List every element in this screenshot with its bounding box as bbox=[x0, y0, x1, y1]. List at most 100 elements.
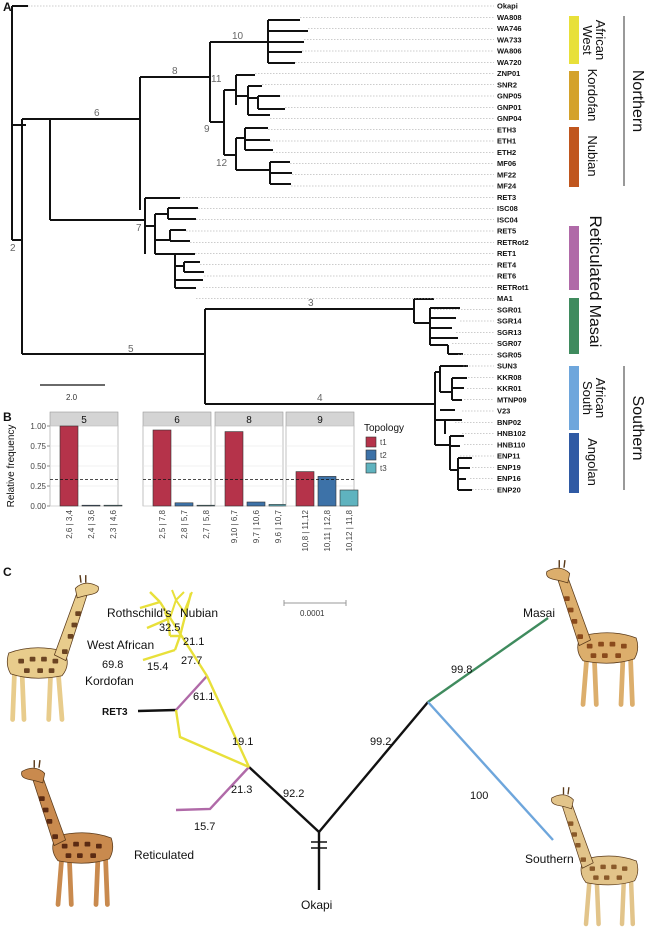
clade-kordofan-label: Kordofan bbox=[585, 69, 600, 122]
facet-6: 6 2,5 | 7,8 2,8 | 5,7 2,7 | 5,8 bbox=[142, 411, 216, 539]
reticulated-edge-lower bbox=[175, 766, 250, 812]
bar-t2 bbox=[174, 502, 194, 507]
label-ret3: RET3 bbox=[102, 707, 128, 718]
facet-strip-label: 6 bbox=[174, 415, 180, 426]
legend-title: Topology bbox=[364, 423, 404, 434]
phylogenetic-network bbox=[137, 589, 554, 890]
support-15-7: 15.7 bbox=[194, 821, 215, 833]
leaf-label: SGR01 bbox=[497, 305, 522, 314]
leaf-label: WA808 bbox=[497, 13, 522, 22]
reticulated-leaves bbox=[145, 207, 204, 289]
leaf-label: HNB102 bbox=[497, 429, 526, 438]
label-masai: Masai bbox=[523, 606, 555, 620]
wa-leaves bbox=[268, 19, 308, 64]
x-tick-label: 2,3 | 4,6 bbox=[109, 509, 118, 538]
leaf-label: ENP16 bbox=[497, 474, 521, 483]
bar-t1 bbox=[295, 471, 315, 507]
kordofan-bar bbox=[569, 71, 579, 120]
legend-swatch bbox=[365, 436, 377, 448]
y-tick-label: 1.00 bbox=[30, 422, 46, 431]
bar-t3 bbox=[196, 504, 216, 507]
leaf-label: WA806 bbox=[497, 47, 522, 56]
leaf-leaders bbox=[28, 5, 494, 491]
northern-tips bbox=[169, 589, 193, 619]
support-69-8: 69.8 bbox=[102, 659, 123, 671]
leaf-label: ENP19 bbox=[497, 463, 521, 472]
leaf-label: RET4 bbox=[497, 260, 517, 269]
leaf-label: ENP20 bbox=[497, 485, 521, 494]
rothschilds-giraffe-illustration bbox=[6, 575, 99, 722]
bar-t3 bbox=[339, 489, 359, 507]
leaf-label: ENP11 bbox=[497, 452, 520, 461]
masai-giraffe-illustration bbox=[546, 560, 639, 707]
node-label-4: 4 bbox=[317, 393, 323, 404]
support-21-1: 21.1 bbox=[183, 636, 204, 648]
node-label-2: 2 bbox=[10, 243, 16, 254]
label-reticulated: Reticulated bbox=[134, 848, 194, 862]
label-rothschilds: Rothschild's bbox=[107, 606, 171, 620]
nubian-eth-leaves bbox=[236, 127, 273, 151]
nubian-bar bbox=[569, 127, 579, 187]
x-tick-label: 2,6 | 3,4 bbox=[65, 509, 74, 538]
facet-9: 9 10,8 | 11,12 10,11 | 12,8 10,12 | 11,8 bbox=[285, 411, 359, 552]
leaf-label: GNP04 bbox=[497, 114, 522, 123]
clade-masai-label: Masai bbox=[586, 305, 603, 348]
support-99-8: 99.8 bbox=[451, 664, 472, 676]
bar-t1 bbox=[152, 429, 172, 507]
northern-sub-edges bbox=[139, 591, 193, 662]
region-southern-label: Southern bbox=[629, 396, 646, 461]
leaf-label: WA746 bbox=[497, 24, 522, 33]
y-axis-title: Relative frequency bbox=[6, 425, 17, 508]
phylogenetic-tree bbox=[11, 5, 472, 491]
bar-t2 bbox=[81, 504, 101, 507]
branch-break-marks bbox=[311, 841, 327, 849]
bar-t1 bbox=[59, 425, 79, 507]
topology-frequency-chart: Relative frequency 0.00 0.25 0.50 0.75 1.00 5 2… bbox=[6, 411, 404, 552]
support-99-2: 99.2 bbox=[370, 736, 391, 748]
leaf-label: ISC08 bbox=[497, 204, 518, 213]
leaf-label: RETRot2 bbox=[497, 238, 529, 247]
label-okapi: Okapi bbox=[301, 898, 332, 912]
bar-t2 bbox=[246, 501, 266, 507]
x-tick-label: 2,7 | 5,8 bbox=[202, 509, 211, 538]
leaf-label: KKR01 bbox=[497, 384, 522, 393]
leaf-label: ETH3 bbox=[497, 125, 516, 134]
node-label-12: 12 bbox=[216, 158, 228, 169]
x-tick-label: 10,12 | 11,8 bbox=[345, 509, 354, 551]
label-west-african: West African bbox=[87, 638, 154, 652]
leaf-label: MA1 bbox=[497, 294, 513, 303]
southern-edge bbox=[427, 701, 554, 841]
west-african-bar bbox=[569, 16, 579, 64]
southern-giraffe-illustration bbox=[551, 787, 639, 927]
leaf-label: SUN3 bbox=[497, 362, 517, 371]
support-32-5: 32.5 bbox=[159, 622, 180, 634]
facet-5: 5 2,6 | 3,4 2,4 | 3,6 2,3 | 4,6 bbox=[49, 411, 123, 539]
node-label-9: 9 bbox=[204, 124, 210, 135]
facet-strip-label: 8 bbox=[246, 415, 252, 426]
support-61-1: 61.1 bbox=[193, 691, 214, 703]
x-tick-label: 2,8 | 5,7 bbox=[180, 509, 189, 538]
clade-west-label-1: West bbox=[580, 25, 595, 55]
leaf-label: RET1 bbox=[497, 249, 516, 258]
panel-b-label: B bbox=[3, 410, 12, 424]
reticulated-edge-upper bbox=[175, 675, 208, 711]
node-label-3: 3 bbox=[308, 298, 314, 309]
leaf-label: RET5 bbox=[497, 227, 516, 236]
panel-c-label: C bbox=[3, 565, 12, 579]
giraffe-illustrations bbox=[6, 560, 639, 927]
leaf-label: WA720 bbox=[497, 58, 522, 67]
x-tick-label: 9,7 | 10,6 bbox=[252, 509, 261, 543]
leaf-label: SGR13 bbox=[497, 328, 522, 337]
leaf-label: SGR07 bbox=[497, 339, 522, 348]
ret3-branch bbox=[137, 708, 177, 713]
y-tick-label: 0.00 bbox=[30, 502, 46, 511]
bar-t3 bbox=[268, 504, 288, 507]
northern-edges bbox=[158, 601, 251, 769]
bar-t2 bbox=[317, 476, 337, 507]
clade-south-label-1: South bbox=[580, 381, 595, 415]
angolan-bar bbox=[569, 433, 579, 493]
network-scale-label: 0.0001 bbox=[300, 609, 325, 618]
south-african-bar bbox=[569, 366, 579, 430]
kordofan-leaves bbox=[236, 74, 285, 116]
y-tick-label: 0.75 bbox=[30, 442, 46, 451]
